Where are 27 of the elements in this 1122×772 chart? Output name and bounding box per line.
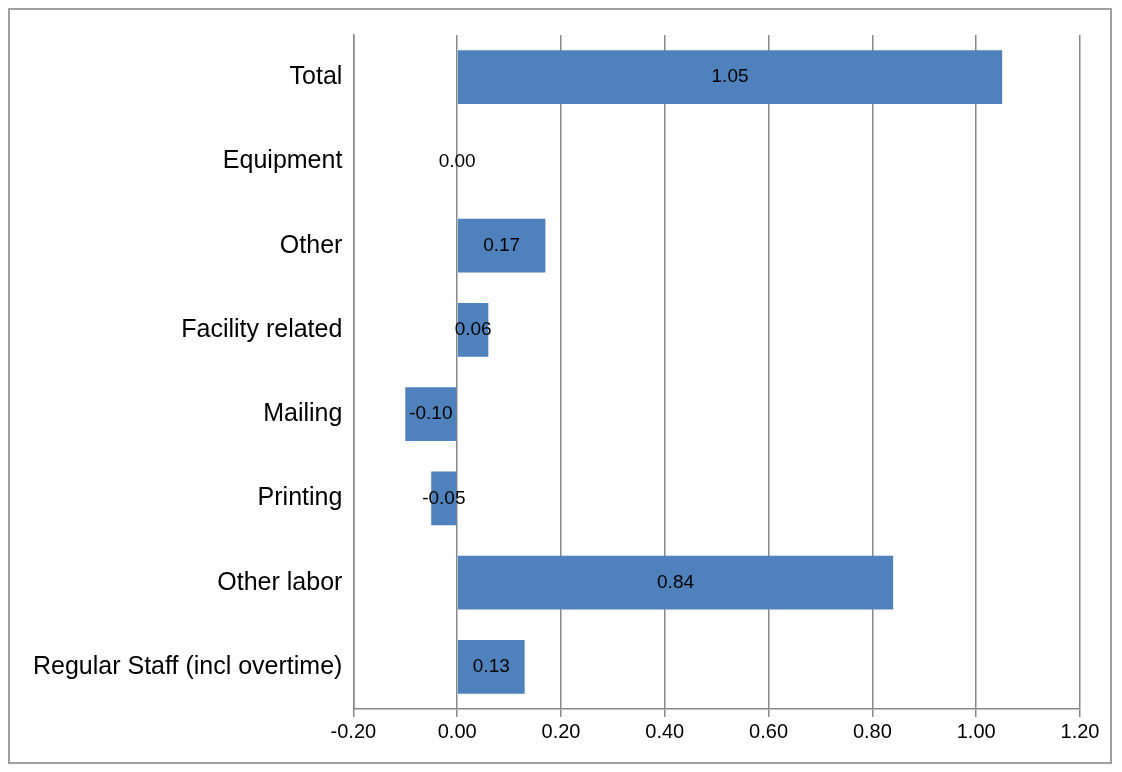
y-tick-label: Regular Staff (incl overtime) [33, 650, 343, 679]
data-label: 0.00 [438, 149, 476, 171]
data-label: -0.10 [409, 402, 453, 424]
bar [457, 639, 525, 694]
y-tick-label: Facility related [181, 313, 343, 342]
y-tick-label: Total [289, 61, 343, 90]
x-tick-label: 1.20 [1060, 719, 1100, 742]
x-tick-label: 0.60 [749, 719, 789, 742]
x-tick-label: 0.00 [437, 719, 477, 742]
x-tick-label: -0.20 [330, 719, 377, 742]
y-tick-label: Equipment [222, 145, 343, 174]
bar [457, 555, 894, 610]
y-tick-label: Mailing [263, 398, 343, 427]
bar [457, 50, 1003, 105]
y-tick-label: Printing [257, 482, 343, 511]
x-tick-label: 1.00 [956, 719, 996, 742]
bar [457, 218, 546, 273]
y-tick-label: Other [279, 229, 343, 258]
x-tick-label: 0.80 [852, 719, 892, 742]
data-label: 1.05 [711, 65, 749, 87]
bar [405, 387, 457, 442]
x-tick-label: 0.40 [645, 719, 685, 742]
y-tick-label: Other labor [217, 566, 343, 595]
data-label: 0.84 [657, 570, 695, 592]
data-label: 0.17 [483, 233, 521, 255]
data-label: 0.13 [472, 655, 510, 677]
x-tick-label: 0.20 [541, 719, 581, 742]
